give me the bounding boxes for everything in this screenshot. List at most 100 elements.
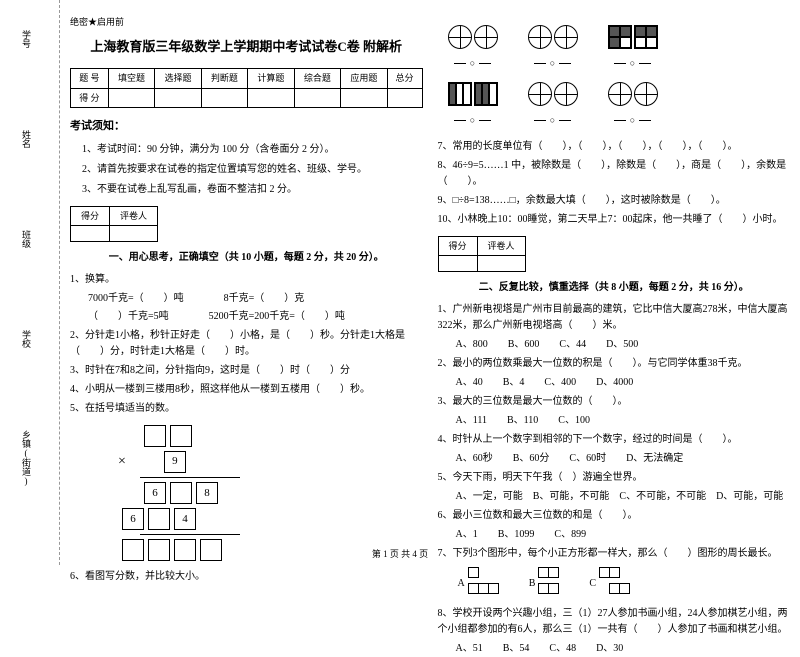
fraction-item: ○ <box>528 25 578 72</box>
score-table: 题 号 填空题 选择题 判断题 计算题 综合题 应用题 总分 得 分 <box>70 68 423 108</box>
table-row: 得 分 <box>71 88 423 107</box>
option-label: B <box>529 576 536 592</box>
th: 判断题 <box>201 69 247 88</box>
notice-item: 2、请首先按要求在试卷的指定位置填写您的姓名、班级、学号。 <box>70 162 423 178</box>
box <box>148 508 170 530</box>
question: 1、广州新电视塔是广州市目前最高的建筑，它比中信大厦高278米，中信大厦高322… <box>438 302 791 334</box>
question: 2、最小的两位数乘最大一位数的积是（ ）。与它同学体重38千克。 <box>438 356 791 372</box>
th: 综合题 <box>294 69 340 88</box>
box: 6 <box>144 482 166 504</box>
option-label: C <box>589 576 596 592</box>
question: 3、时针在7和8之间，分针指向9，这时是（ ）时（ ）分 <box>70 363 423 379</box>
square-icon <box>448 82 472 106</box>
content: 绝密★启用前 上海教育版三年级数学上学期期中考试试卷C卷 附解析 题 号 填空题… <box>60 0 800 565</box>
box: 4 <box>174 508 196 530</box>
options: A、51B、54C、48D、30 <box>438 641 791 657</box>
box: 9 <box>164 451 186 473</box>
th: 选择题 <box>155 69 201 88</box>
multiplication-grid: ×9 68 64 <box>70 425 423 561</box>
question: 8、46÷9=5……1 中，被除数是（ ），除数是（ ），商是（ ），余数是（ … <box>438 158 791 190</box>
left-column: 绝密★启用前 上海教育版三年级数学上学期期中考试试卷C卷 附解析 题 号 填空题… <box>70 15 423 560</box>
section-title: 一、用心思考，正确填空（共 10 小题，每题 2 分，共 20 分）。 <box>70 250 423 266</box>
page: 学号 姓名 班级 学校 乡镇(街道) 绝密★启用前 上海教育版三年级数学上学期期… <box>0 0 800 565</box>
question: 8、学校开设两个兴趣小组，三（1）27人参加书画小组，24人参加棋艺小组，两个小… <box>438 606 791 638</box>
td: 得分 <box>438 237 477 256</box>
options: A、60秒B、60分C、60时D、无法确定 <box>438 451 791 467</box>
fraction-row: ○ ○ ○ <box>438 25 791 72</box>
question: 1、换算。 <box>70 272 423 288</box>
fraction-item: ○ <box>528 82 578 129</box>
fraction-row: ○ ○ ○ <box>438 82 791 129</box>
rule-line <box>140 534 240 535</box>
tetromino-icon <box>600 568 630 600</box>
circle-icon <box>634 82 658 106</box>
fraction-item: ○ <box>608 82 658 129</box>
options: A、800B、600C、44D、500 <box>438 337 791 353</box>
tetromino-icon <box>469 568 499 600</box>
secret-label: 绝密★启用前 <box>70 15 423 29</box>
shape-option: C <box>589 568 630 600</box>
exam-title: 上海教育版三年级数学上学期期中考试试卷C卷 附解析 <box>70 37 423 58</box>
page-footer: 第 1 页 共 4 页 <box>0 547 800 560</box>
box <box>170 482 192 504</box>
box: 8 <box>196 482 218 504</box>
shape-option: A <box>458 568 499 600</box>
gutter-label: 乡镇(街道) <box>20 430 33 486</box>
rule-line <box>140 477 240 478</box>
shape-option: B <box>529 568 560 600</box>
gutter-label: 学号 <box>20 30 33 48</box>
box <box>170 425 192 447</box>
question: 6、最小三位数和最大三位数的和是（ ）。 <box>438 508 791 524</box>
question: 4、时针从上一个数字到相邻的下一个数字，经过的时间是（ ）。 <box>438 432 791 448</box>
fraction-item: ○ <box>608 25 658 72</box>
th: 填空题 <box>108 69 154 88</box>
td: 得分 <box>71 206 110 225</box>
gutter-label: 学校 <box>20 330 33 348</box>
box <box>144 425 166 447</box>
th: 计算题 <box>248 69 294 88</box>
grader-table: 得分评卷人 <box>438 236 526 272</box>
times-sign: × <box>118 451 126 473</box>
circle-icon <box>554 82 578 106</box>
options: A、111B、110C、100 <box>438 413 791 429</box>
td: 评卷人 <box>477 237 525 256</box>
question: 2、分针走1小格，秒针正好走（ ）小格，是（ ）秒。分针走1大格是（ ）分，时针… <box>70 328 423 360</box>
notice-heading: 考试须知： <box>70 118 423 136</box>
td: 得 分 <box>71 88 109 107</box>
th: 应用题 <box>341 69 387 88</box>
options: A、一定，可能B、可能，不可能C、不可能，不可能D、可能，可能 <box>438 489 791 505</box>
binding-gutter: 学号 姓名 班级 学校 乡镇(街道) <box>0 0 60 565</box>
question: 9、□÷8=138……□，余数最大填（ ），这时被除数是（ ）。 <box>438 193 791 209</box>
options: A、40B、4C、400D、4000 <box>438 375 791 391</box>
notice-item: 3、不要在试卷上乱写乱画，卷面不整洁扣 2 分。 <box>70 182 423 198</box>
gutter-label: 姓名 <box>20 130 33 148</box>
grader-table: 得分评卷人 <box>70 206 158 242</box>
question: 6、看图写分数，并比较大小。 <box>70 569 423 585</box>
square-icon <box>634 25 658 49</box>
td: 评卷人 <box>110 206 158 225</box>
circle-icon <box>474 25 498 49</box>
notice-item: 1、考试时间：90 分钟，满分为 100 分（含卷面分 2 分）。 <box>70 142 423 158</box>
box: 6 <box>122 508 144 530</box>
square-icon <box>474 82 498 106</box>
th: 总分 <box>387 69 422 88</box>
sub-q: 8千克=（ ）克 <box>224 291 305 307</box>
circle-icon <box>528 82 552 106</box>
square-icon <box>608 25 632 49</box>
circle-icon <box>448 25 472 49</box>
sub-q: （ ）千克=5吨 <box>88 309 169 325</box>
tetromino-icon <box>539 568 559 600</box>
question: 7、常用的长度单位有（ ），（ ），（ ），（ ），（ ）。 <box>438 139 791 155</box>
sub-q: 5200千克=200千克=（ ）吨 <box>209 309 345 325</box>
fraction-item: ○ <box>448 82 498 129</box>
circle-icon <box>554 25 578 49</box>
circle-icon <box>608 82 632 106</box>
shape-options: A B C <box>438 568 791 600</box>
gutter-label: 班级 <box>20 230 33 248</box>
question: 5、在括号填适当的数。 <box>70 401 423 417</box>
fraction-item: ○ <box>448 25 498 72</box>
question: 5、今天下雨，明天下午我（ ）游遍全世界。 <box>438 470 791 486</box>
sub-q: 7000千克=（ ）吨 <box>88 291 184 307</box>
question: 3、最大的三位数是最大一位数的（ ）。 <box>438 394 791 410</box>
circle-icon <box>528 25 552 49</box>
